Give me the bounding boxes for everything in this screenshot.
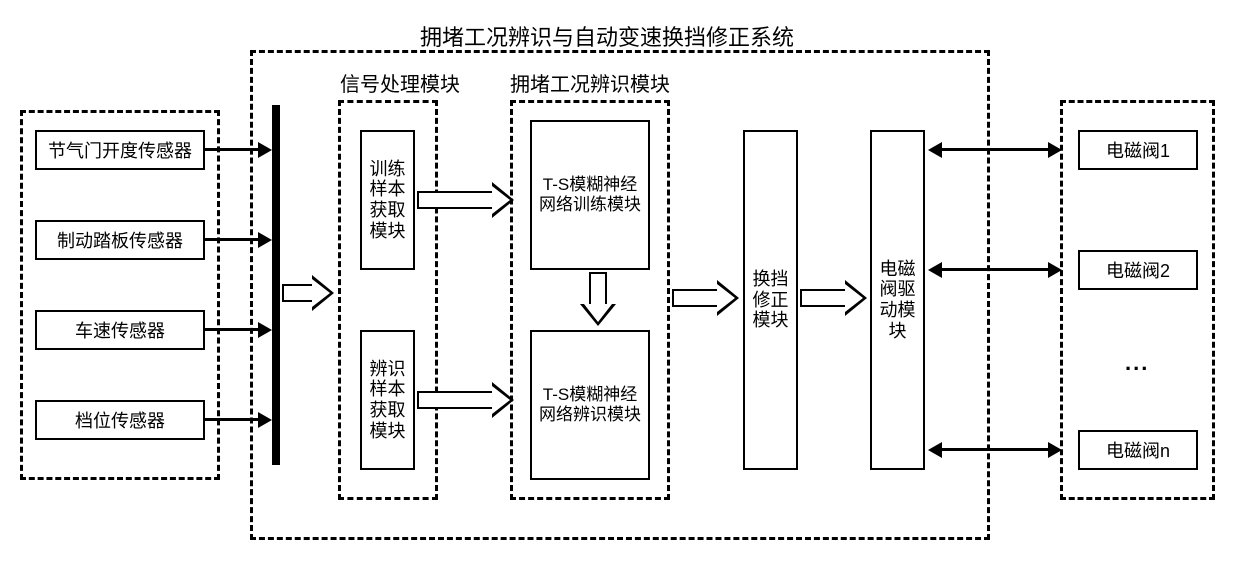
big-arrow bbox=[282, 275, 334, 311]
valve-ellipsis: ... bbox=[1125, 350, 1149, 376]
valve-drive-box: 电磁阀驱动模块 bbox=[870, 130, 925, 470]
bus-bar bbox=[272, 105, 280, 465]
ts-train-box: T-S模糊神经网络训练模块 bbox=[530, 120, 650, 270]
ts-identify-label: T-S模糊神经网络辨识模块 bbox=[536, 385, 644, 424]
train-sample-box: 训练样本获取模块 bbox=[360, 130, 415, 270]
arrow-line bbox=[940, 268, 1050, 271]
sensor-speed: 车速传感器 bbox=[35, 310, 205, 350]
arrow-line bbox=[940, 148, 1050, 151]
valve-n: 电磁阀n bbox=[1078, 430, 1198, 470]
shift-module-label: 换挡修正模块 bbox=[749, 269, 792, 331]
big-arrow bbox=[800, 280, 867, 316]
train-sample-label: 训练样本获取模块 bbox=[366, 159, 409, 242]
big-arrow bbox=[417, 382, 514, 418]
valve-2: 电磁阀2 bbox=[1078, 250, 1198, 290]
shift-module-box: 换挡修正模块 bbox=[743, 130, 798, 470]
main-title: 拥堵工况辨识与自动变速换挡修正系统 bbox=[420, 20, 794, 52]
big-arrow bbox=[672, 280, 739, 316]
big-arrow bbox=[417, 182, 514, 218]
valve-1: 电磁阀1 bbox=[1078, 130, 1198, 170]
diagram-canvas: 拥堵工况辨识与自动变速换挡修正系统 节气门开度传感器 制动踏板传感器 车速传感器… bbox=[20, 20, 1220, 560]
identify-sample-label: 辨识样本获取模块 bbox=[366, 359, 409, 442]
sensor-throttle: 节气门开度传感器 bbox=[35, 130, 205, 170]
ts-identify-box: T-S模糊神经网络辨识模块 bbox=[530, 330, 650, 480]
arrow-line bbox=[940, 448, 1050, 451]
identify-sample-box: 辨识样本获取模块 bbox=[360, 330, 415, 470]
valve-drive-label: 电磁阀驱动模块 bbox=[876, 259, 919, 342]
big-arrow-down bbox=[580, 272, 616, 326]
sensor-brake: 制动踏板传感器 bbox=[35, 220, 205, 260]
recog-title: 拥堵工况辨识模块 bbox=[510, 68, 670, 97]
sensor-gear: 档位传感器 bbox=[35, 400, 205, 440]
ts-train-label: T-S模糊神经网络训练模块 bbox=[536, 175, 644, 214]
signal-title: 信号处理模块 bbox=[340, 68, 460, 97]
